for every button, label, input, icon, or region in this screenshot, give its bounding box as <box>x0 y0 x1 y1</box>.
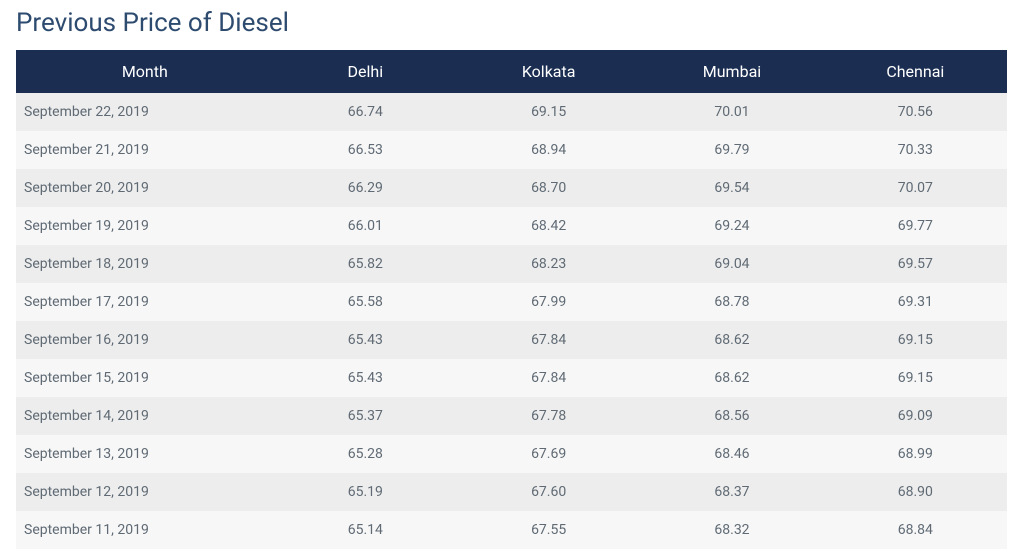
cell-price: 70.56 <box>824 93 1007 131</box>
cell-price: 69.15 <box>457 93 640 131</box>
cell-price: 68.99 <box>824 435 1007 473</box>
cell-price: 69.77 <box>824 207 1007 245</box>
cell-price: 69.04 <box>640 245 823 283</box>
cell-price: 67.55 <box>457 511 640 549</box>
cell-month: September 22, 2019 <box>16 93 274 131</box>
cell-price: 68.84 <box>824 511 1007 549</box>
column-header-mumbai: Mumbai <box>640 50 823 93</box>
table-row: September 14, 201965.3767.7868.5669.09 <box>16 397 1007 435</box>
cell-price: 65.14 <box>274 511 457 549</box>
cell-price: 65.43 <box>274 321 457 359</box>
cell-price: 67.99 <box>457 283 640 321</box>
table-row: September 11, 201965.1467.5568.3268.84 <box>16 511 1007 549</box>
cell-price: 68.78 <box>640 283 823 321</box>
table-row: September 13, 201965.2867.6968.4668.99 <box>16 435 1007 473</box>
cell-price: 65.37 <box>274 397 457 435</box>
cell-price: 67.78 <box>457 397 640 435</box>
cell-price: 69.15 <box>824 359 1007 397</box>
cell-month: September 12, 2019 <box>16 473 274 511</box>
cell-price: 68.32 <box>640 511 823 549</box>
cell-month: September 15, 2019 <box>16 359 274 397</box>
cell-price: 68.37 <box>640 473 823 511</box>
column-header-chennai: Chennai <box>824 50 1007 93</box>
cell-month: September 11, 2019 <box>16 511 274 549</box>
cell-price: 70.07 <box>824 169 1007 207</box>
cell-price: 66.29 <box>274 169 457 207</box>
cell-price: 68.46 <box>640 435 823 473</box>
table-row: September 21, 201966.5368.9469.7970.33 <box>16 131 1007 169</box>
cell-price: 68.56 <box>640 397 823 435</box>
cell-price: 68.62 <box>640 359 823 397</box>
cell-price: 68.62 <box>640 321 823 359</box>
table-body: September 22, 201966.7469.1570.0170.56Se… <box>16 93 1007 549</box>
cell-month: September 17, 2019 <box>16 283 274 321</box>
cell-month: September 20, 2019 <box>16 169 274 207</box>
cell-price: 69.09 <box>824 397 1007 435</box>
cell-price: 69.31 <box>824 283 1007 321</box>
table-row: September 15, 201965.4367.8468.6269.15 <box>16 359 1007 397</box>
cell-price: 66.53 <box>274 131 457 169</box>
cell-price: 67.60 <box>457 473 640 511</box>
cell-price: 65.82 <box>274 245 457 283</box>
cell-price: 69.24 <box>640 207 823 245</box>
cell-price: 69.15 <box>824 321 1007 359</box>
table-row: September 17, 201965.5867.9968.7869.31 <box>16 283 1007 321</box>
cell-price: 68.23 <box>457 245 640 283</box>
cell-month: September 16, 2019 <box>16 321 274 359</box>
cell-month: September 21, 2019 <box>16 131 274 169</box>
cell-price: 69.54 <box>640 169 823 207</box>
cell-price: 65.43 <box>274 359 457 397</box>
cell-price: 65.19 <box>274 473 457 511</box>
cell-price: 69.57 <box>824 245 1007 283</box>
table-row: September 12, 201965.1967.6068.3768.90 <box>16 473 1007 511</box>
column-header-kolkata: Kolkata <box>457 50 640 93</box>
cell-price: 67.84 <box>457 321 640 359</box>
cell-month: September 18, 2019 <box>16 245 274 283</box>
cell-month: September 13, 2019 <box>16 435 274 473</box>
table-row: September 20, 201966.2968.7069.5470.07 <box>16 169 1007 207</box>
cell-price: 67.69 <box>457 435 640 473</box>
column-header-month: Month <box>16 50 274 93</box>
table-header: MonthDelhiKolkataMumbaiChennai <box>16 50 1007 93</box>
cell-price: 70.33 <box>824 131 1007 169</box>
column-header-delhi: Delhi <box>274 50 457 93</box>
cell-price: 65.28 <box>274 435 457 473</box>
diesel-price-table: MonthDelhiKolkataMumbaiChennai September… <box>16 50 1007 549</box>
table-row: September 22, 201966.7469.1570.0170.56 <box>16 93 1007 131</box>
cell-price: 68.90 <box>824 473 1007 511</box>
cell-price: 66.74 <box>274 93 457 131</box>
cell-price: 65.58 <box>274 283 457 321</box>
cell-price: 67.84 <box>457 359 640 397</box>
cell-price: 70.01 <box>640 93 823 131</box>
table-row: September 16, 201965.4367.8468.6269.15 <box>16 321 1007 359</box>
cell-month: September 19, 2019 <box>16 207 274 245</box>
page-title: Previous Price of Diesel <box>16 8 1007 38</box>
table-row: September 18, 201965.8268.2369.0469.57 <box>16 245 1007 283</box>
cell-price: 68.94 <box>457 131 640 169</box>
cell-price: 68.42 <box>457 207 640 245</box>
cell-month: September 14, 2019 <box>16 397 274 435</box>
cell-price: 69.79 <box>640 131 823 169</box>
cell-price: 68.70 <box>457 169 640 207</box>
table-row: September 19, 201966.0168.4269.2469.77 <box>16 207 1007 245</box>
cell-price: 66.01 <box>274 207 457 245</box>
